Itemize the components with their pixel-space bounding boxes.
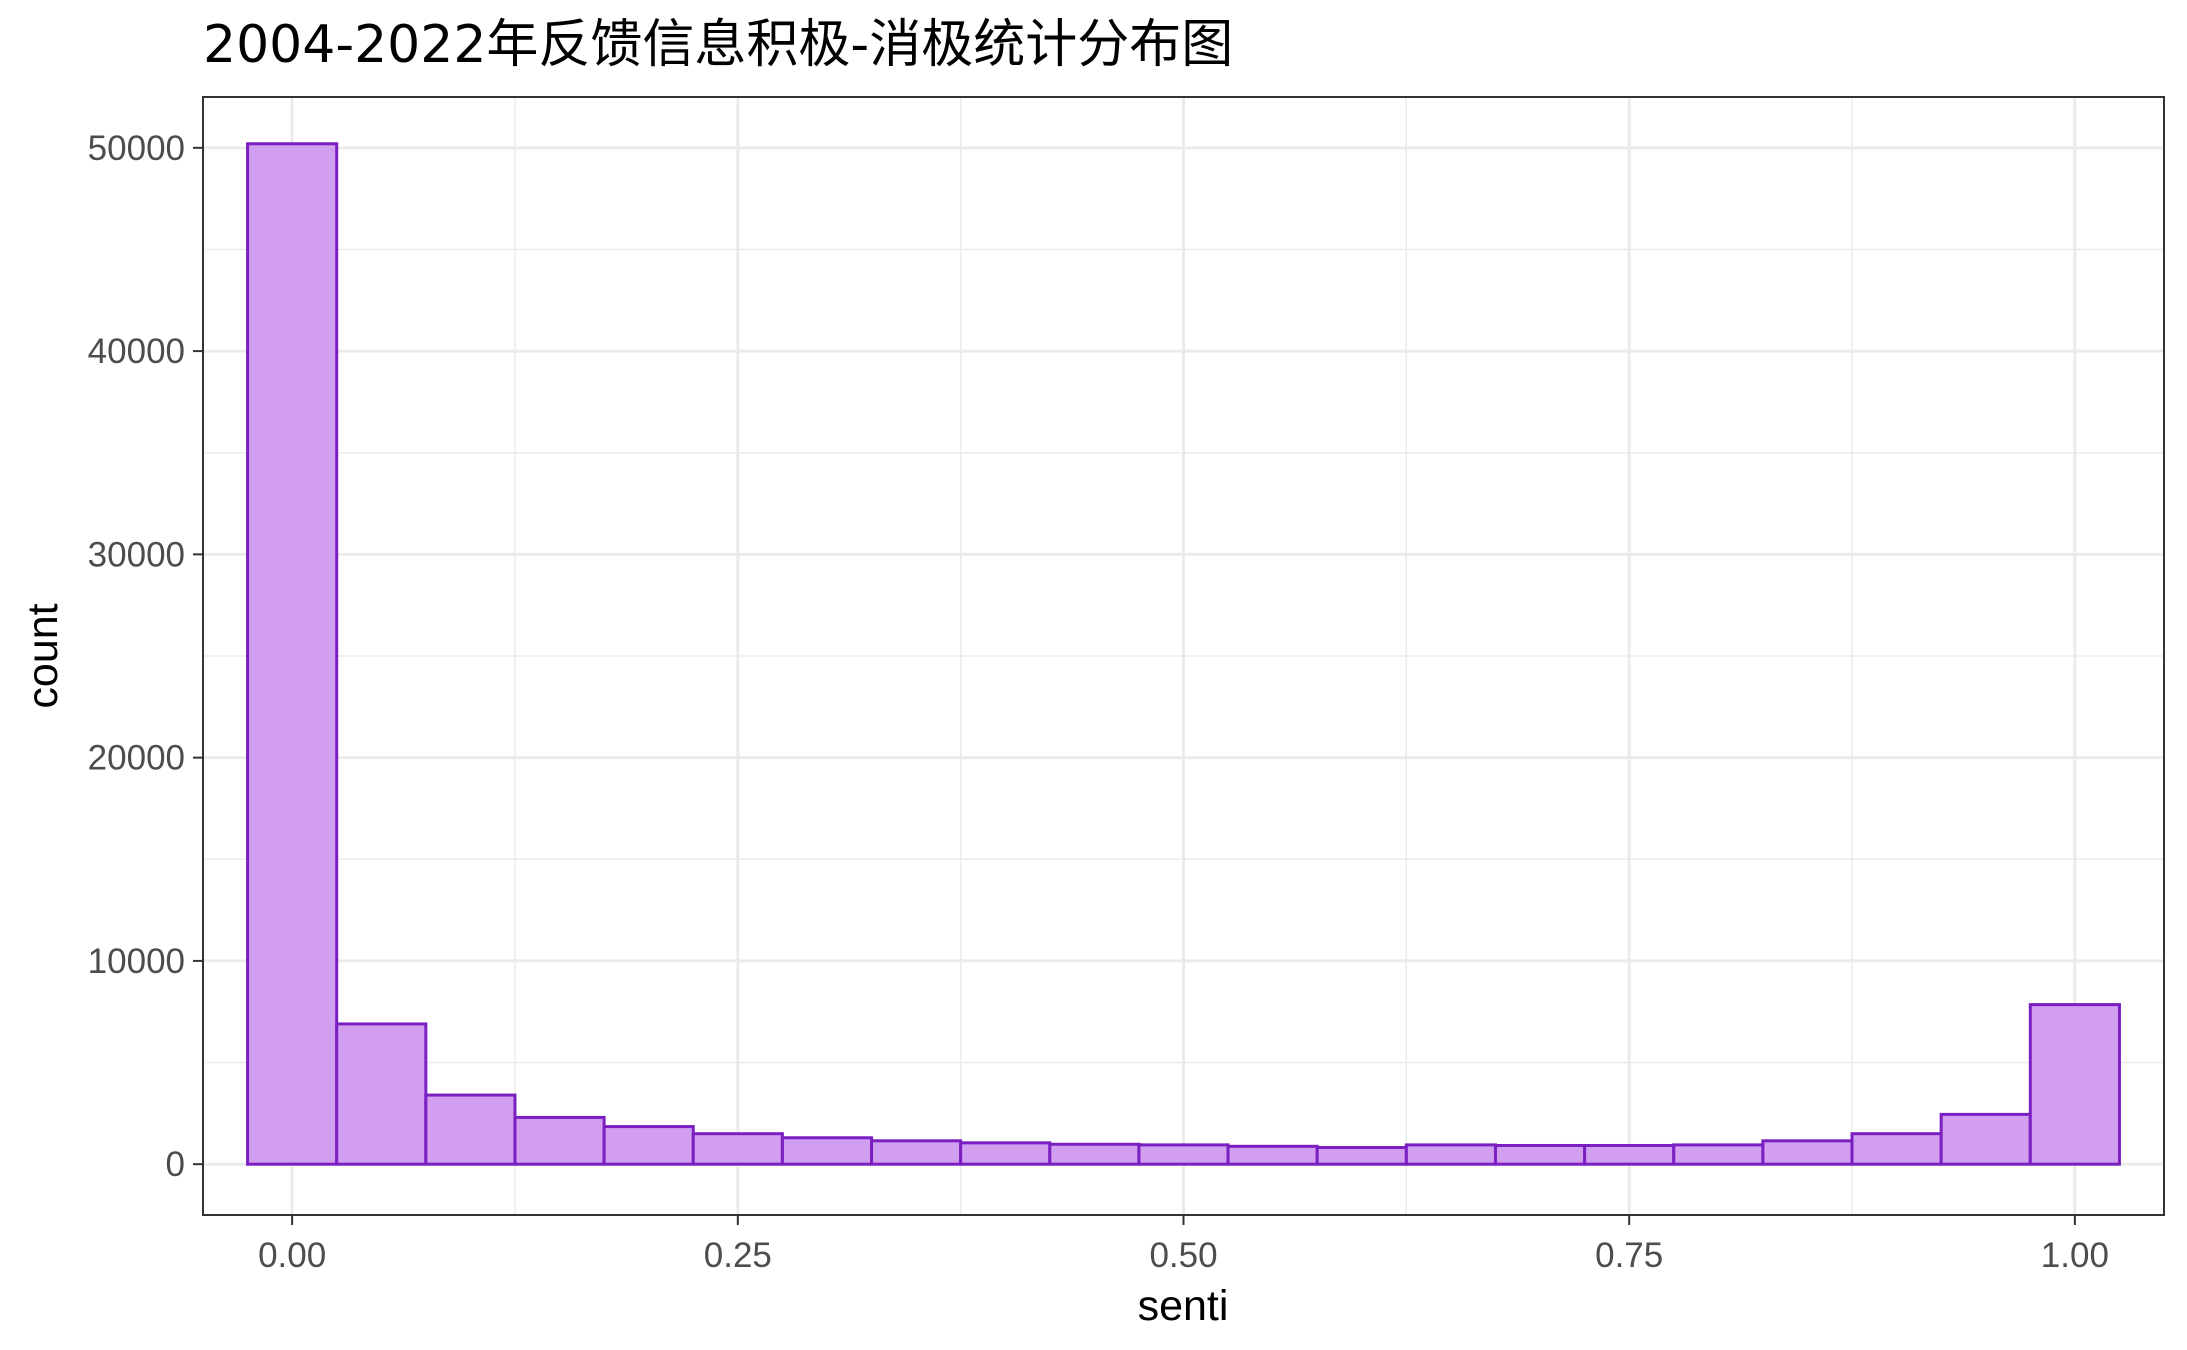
histogram-bars [246, 142, 2121, 1166]
histogram-bar [1672, 1143, 1765, 1166]
histogram-bar [513, 1115, 606, 1166]
y-tick-label: 50000 [88, 129, 185, 168]
histogram-bar [1939, 1112, 2032, 1166]
y-tick-label: 10000 [88, 942, 185, 981]
y-tick-label: 40000 [88, 332, 185, 371]
histogram-bar [1583, 1143, 1676, 1166]
x-tick-label: 0.75 [1595, 1236, 1663, 1275]
y-tick-label: 20000 [88, 739, 185, 778]
histogram-bar [1137, 1143, 1230, 1166]
histogram-bar [246, 142, 339, 1166]
histogram-bar [1850, 1132, 1943, 1166]
histogram-bar [870, 1139, 963, 1166]
x-axis: 0.00 0.25 0.50 0.75 1.00 [258, 1215, 2109, 1275]
histogram-bar [602, 1125, 695, 1166]
x-tick-label: 1.00 [2041, 1236, 2109, 1275]
x-tick-label: 0.25 [704, 1236, 772, 1275]
y-axis: 0 10000 20000 30000 40000 50000 [88, 129, 203, 1184]
y-axis-title: count [19, 603, 67, 708]
histogram-bar [1761, 1139, 1854, 1166]
histogram-bar [1226, 1144, 1319, 1166]
chart-title: 2004-2022年反馈信息积极-消极统计分布图 [203, 15, 1233, 75]
x-tick-label: 0.00 [258, 1236, 326, 1275]
histogram-bar [2028, 1003, 2121, 1166]
histogram-bar [1315, 1146, 1408, 1166]
y-tick-label: 30000 [88, 535, 185, 574]
histogram-bar [424, 1093, 517, 1166]
histogram-bar [1493, 1143, 1587, 1166]
y-tick-label: 0 [166, 1145, 185, 1184]
histogram-bar [1404, 1143, 1497, 1166]
histogram-bar [691, 1132, 784, 1166]
histogram-bar [1048, 1142, 1141, 1166]
histogram-bar [335, 1022, 428, 1166]
histogram-bar [959, 1141, 1052, 1166]
x-axis-title: senti [1138, 1282, 1229, 1330]
x-tick-label: 0.50 [1149, 1236, 1217, 1275]
histogram-bar [780, 1136, 874, 1166]
